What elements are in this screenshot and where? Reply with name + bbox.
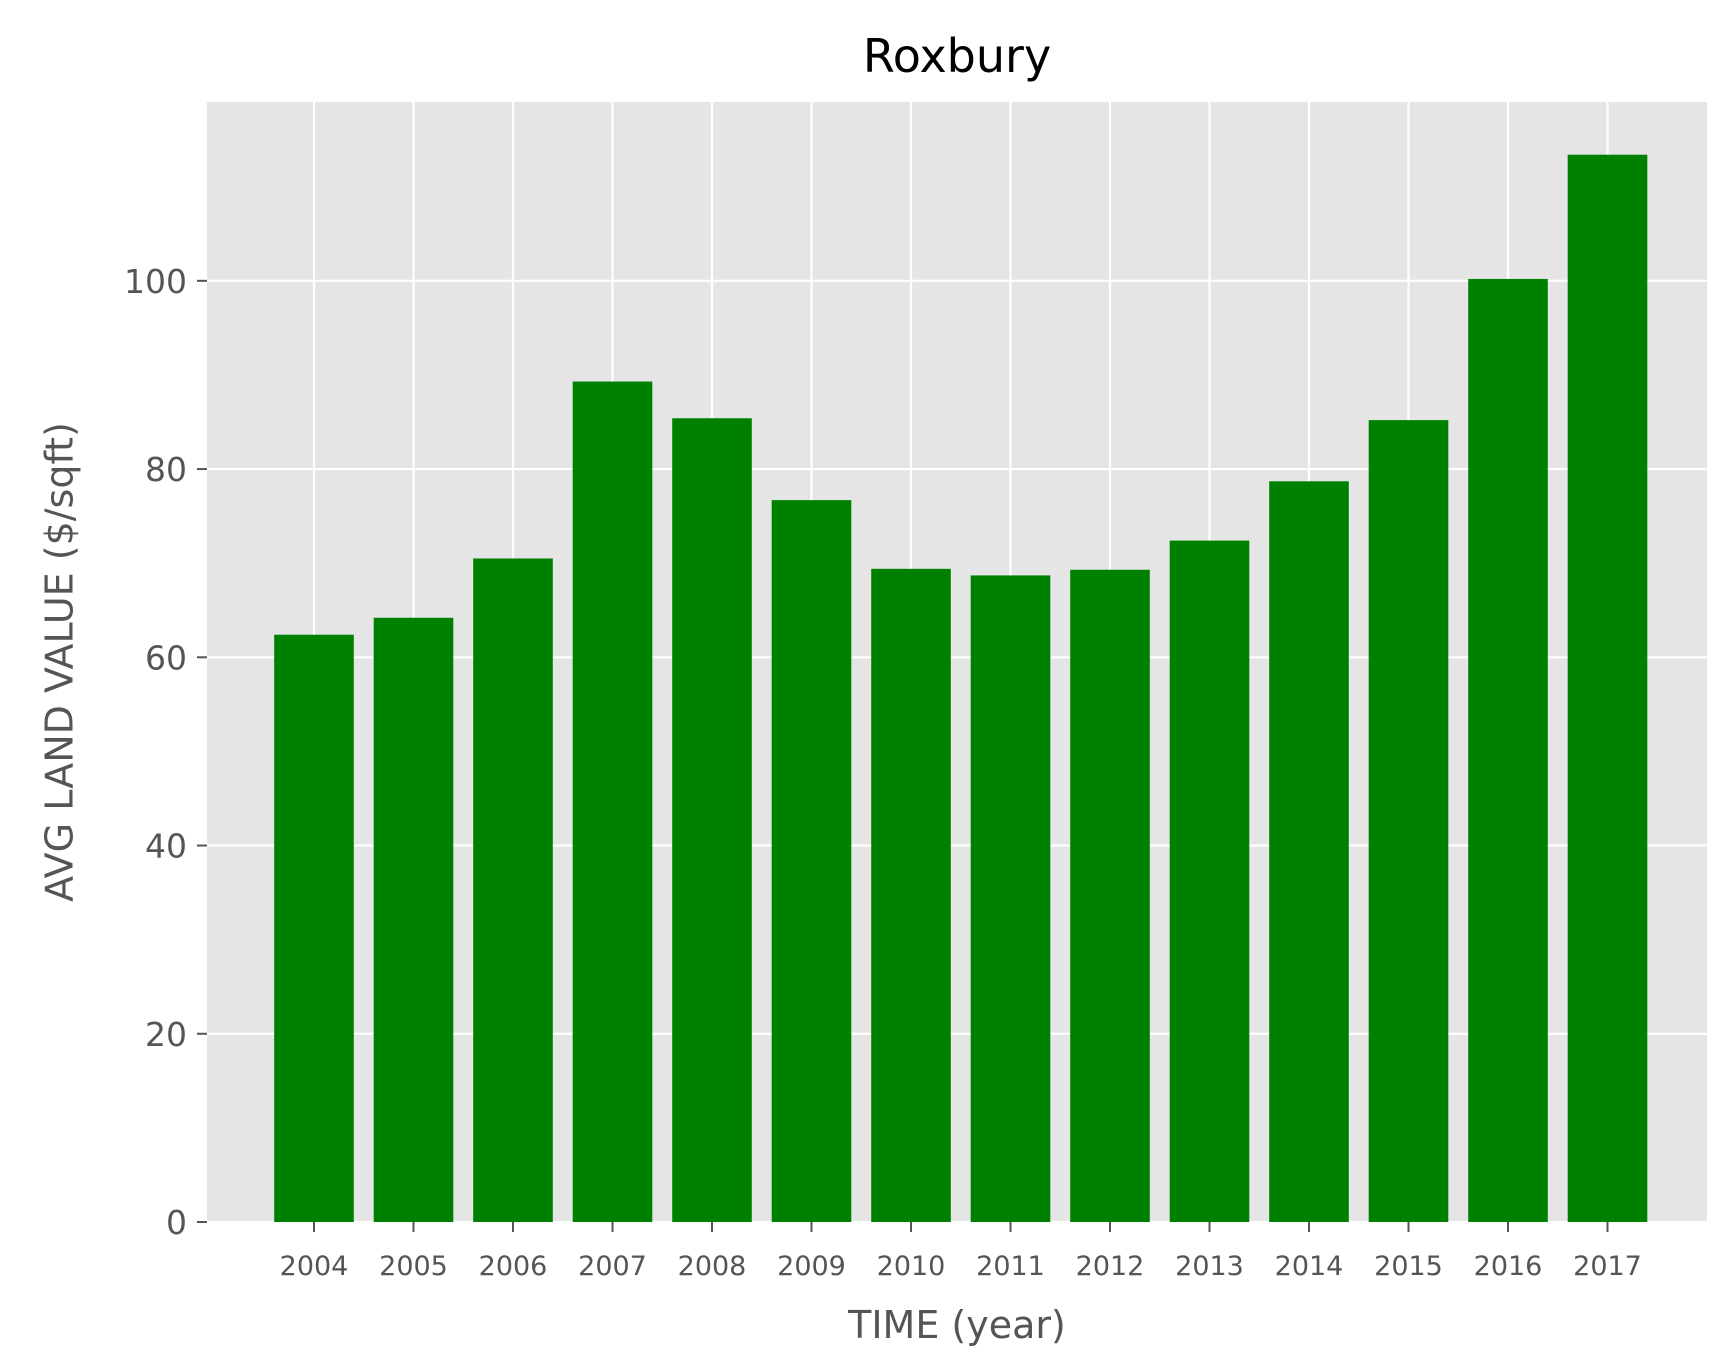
x-tick-label: 2017 [1573,1251,1642,1282]
bar-2008 [672,418,752,1222]
y-tick-label: 100 [124,262,187,301]
x-tick-label: 2014 [1275,1251,1344,1282]
x-tick-label: 2013 [1175,1251,1244,1282]
x-tick-label: 2011 [976,1251,1045,1282]
bar-2011 [970,575,1051,1222]
bars [274,154,1648,1222]
chart-title: Roxbury [863,29,1051,83]
y-axis-label: AVG LAND VALUE ($/sqft) [38,422,82,902]
x-tick-label: 2016 [1474,1251,1543,1282]
bar-2013 [1169,540,1250,1222]
bar-2009 [771,500,852,1222]
x-tick-label: 2004 [280,1251,349,1282]
bar-2012 [1070,569,1150,1222]
x-axis-label: TIME (year) [847,1303,1066,1347]
bar-2014 [1269,481,1349,1222]
bar-2005 [373,617,454,1222]
y-tick-label: 40 [145,827,187,866]
bar-2004 [274,634,354,1222]
x-tick-label: 2015 [1374,1251,1443,1282]
x-tick-label: 2009 [777,1251,846,1282]
x-tick-label: 2007 [578,1251,647,1282]
bar-2015 [1368,420,1449,1222]
y-tick-label: 60 [145,638,187,677]
bar-2006 [473,558,553,1222]
y-tick-label: 0 [166,1203,187,1242]
y-tick-label: 80 [145,450,187,489]
bar-2016 [1468,278,1548,1222]
x-tick-label: 2006 [479,1251,548,1282]
bar-2007 [572,381,653,1222]
bar-2010 [871,568,951,1222]
axis-ticks: 0 20 40 60 80 100 2004 2005 2006 2007 2008 2009 2010… [124,262,1642,1282]
bar-2017 [1567,154,1648,1222]
y-tick-label: 20 [145,1015,187,1054]
x-tick-label: 2012 [1076,1251,1145,1282]
plot-area [207,102,1707,1222]
x-tick-label: 2005 [379,1251,448,1282]
x-tick-label: 2008 [678,1251,747,1282]
x-tick-label: 2010 [877,1251,946,1282]
